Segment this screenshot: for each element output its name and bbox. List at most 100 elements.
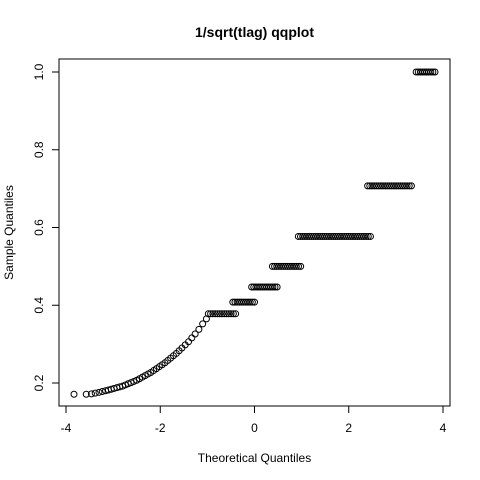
y-tick-label: 0.2 — [32, 374, 46, 391]
data-point — [403, 182, 411, 190]
data-point — [277, 262, 285, 270]
data-point — [358, 232, 366, 240]
data-point — [223, 310, 231, 318]
data-point — [195, 325, 203, 333]
data-point — [288, 262, 296, 270]
data-point — [364, 232, 372, 240]
data-point — [286, 262, 294, 270]
data-point — [314, 232, 322, 240]
data-point — [275, 262, 283, 270]
data-point — [353, 232, 361, 240]
data-point — [251, 298, 258, 306]
data-point — [305, 232, 313, 240]
data-point — [301, 232, 309, 240]
data-point — [362, 232, 370, 240]
data-point — [356, 232, 363, 240]
data-point — [360, 232, 368, 240]
data-point — [273, 283, 281, 291]
x-tick-label: -4 — [61, 421, 72, 435]
data-point — [229, 298, 237, 306]
data-point — [70, 390, 78, 398]
y-axis: 0.2 0.4 0.6 0.8 1.0 — [32, 63, 60, 391]
data-point — [273, 262, 281, 270]
data-point — [269, 283, 277, 291]
data-point — [310, 232, 318, 240]
data-point — [370, 182, 378, 190]
data-point — [396, 182, 404, 190]
data-point — [347, 232, 355, 240]
y-tick-label: 0.6 — [32, 219, 46, 236]
data-point — [429, 68, 437, 76]
data-point — [342, 232, 350, 240]
data-point — [237, 298, 245, 306]
data-point — [87, 390, 95, 398]
data-points — [70, 68, 439, 398]
data-point — [290, 262, 298, 270]
data-point — [394, 182, 402, 190]
data-point — [318, 232, 326, 240]
data-point — [191, 330, 199, 338]
y-tick-label: 0.4 — [32, 297, 46, 314]
data-point — [364, 182, 372, 190]
data-point — [303, 232, 311, 240]
data-point — [297, 232, 305, 240]
data-point — [268, 262, 276, 270]
data-point — [271, 283, 279, 291]
data-point — [82, 390, 90, 398]
data-point — [307, 232, 315, 240]
data-point — [383, 182, 391, 190]
data-point — [292, 262, 300, 270]
data-point — [399, 182, 407, 190]
data-point — [338, 232, 346, 240]
data-point — [281, 262, 289, 270]
data-point — [375, 182, 383, 190]
data-point — [284, 262, 292, 270]
data-point — [349, 232, 357, 240]
data-point — [377, 182, 385, 190]
data-point — [204, 310, 212, 318]
data-point — [325, 232, 333, 240]
data-point — [327, 232, 335, 240]
data-point — [388, 182, 396, 190]
data-point — [246, 298, 254, 306]
data-point — [427, 68, 435, 76]
data-point — [431, 68, 439, 76]
data-point — [220, 310, 228, 318]
data-point — [279, 262, 287, 270]
data-point — [323, 232, 331, 240]
data-point — [345, 232, 353, 240]
data-point — [213, 310, 221, 318]
data-point — [401, 182, 409, 190]
data-point — [95, 388, 103, 396]
data-point — [299, 232, 307, 240]
x-tick-label: 4 — [440, 421, 447, 435]
data-point — [216, 310, 224, 318]
data-point — [316, 232, 324, 240]
y-tick-label: 0.8 — [32, 141, 46, 158]
data-point — [407, 182, 415, 190]
data-point — [295, 262, 303, 270]
chart-title: 1/sqrt(tlag) qqplot — [195, 24, 314, 40]
data-point — [225, 310, 233, 318]
data-point — [405, 182, 413, 190]
x-tick-label: -2 — [155, 421, 166, 435]
x-axis: -4 -2 0 2 4 — [61, 405, 447, 435]
data-point — [271, 262, 279, 270]
data-point — [232, 310, 240, 318]
x-tick-label: 2 — [345, 421, 352, 435]
data-point — [199, 320, 207, 328]
data-point — [331, 232, 339, 240]
data-point — [297, 262, 305, 270]
data-point — [372, 182, 380, 190]
data-point — [312, 232, 320, 240]
data-point — [91, 389, 99, 397]
data-point — [386, 182, 394, 190]
data-point — [294, 232, 302, 240]
x-tick-label: 0 — [251, 421, 258, 435]
data-point — [207, 310, 215, 318]
data-point — [211, 310, 219, 318]
y-tick-label: 1.0 — [32, 63, 46, 80]
data-point — [248, 298, 256, 306]
